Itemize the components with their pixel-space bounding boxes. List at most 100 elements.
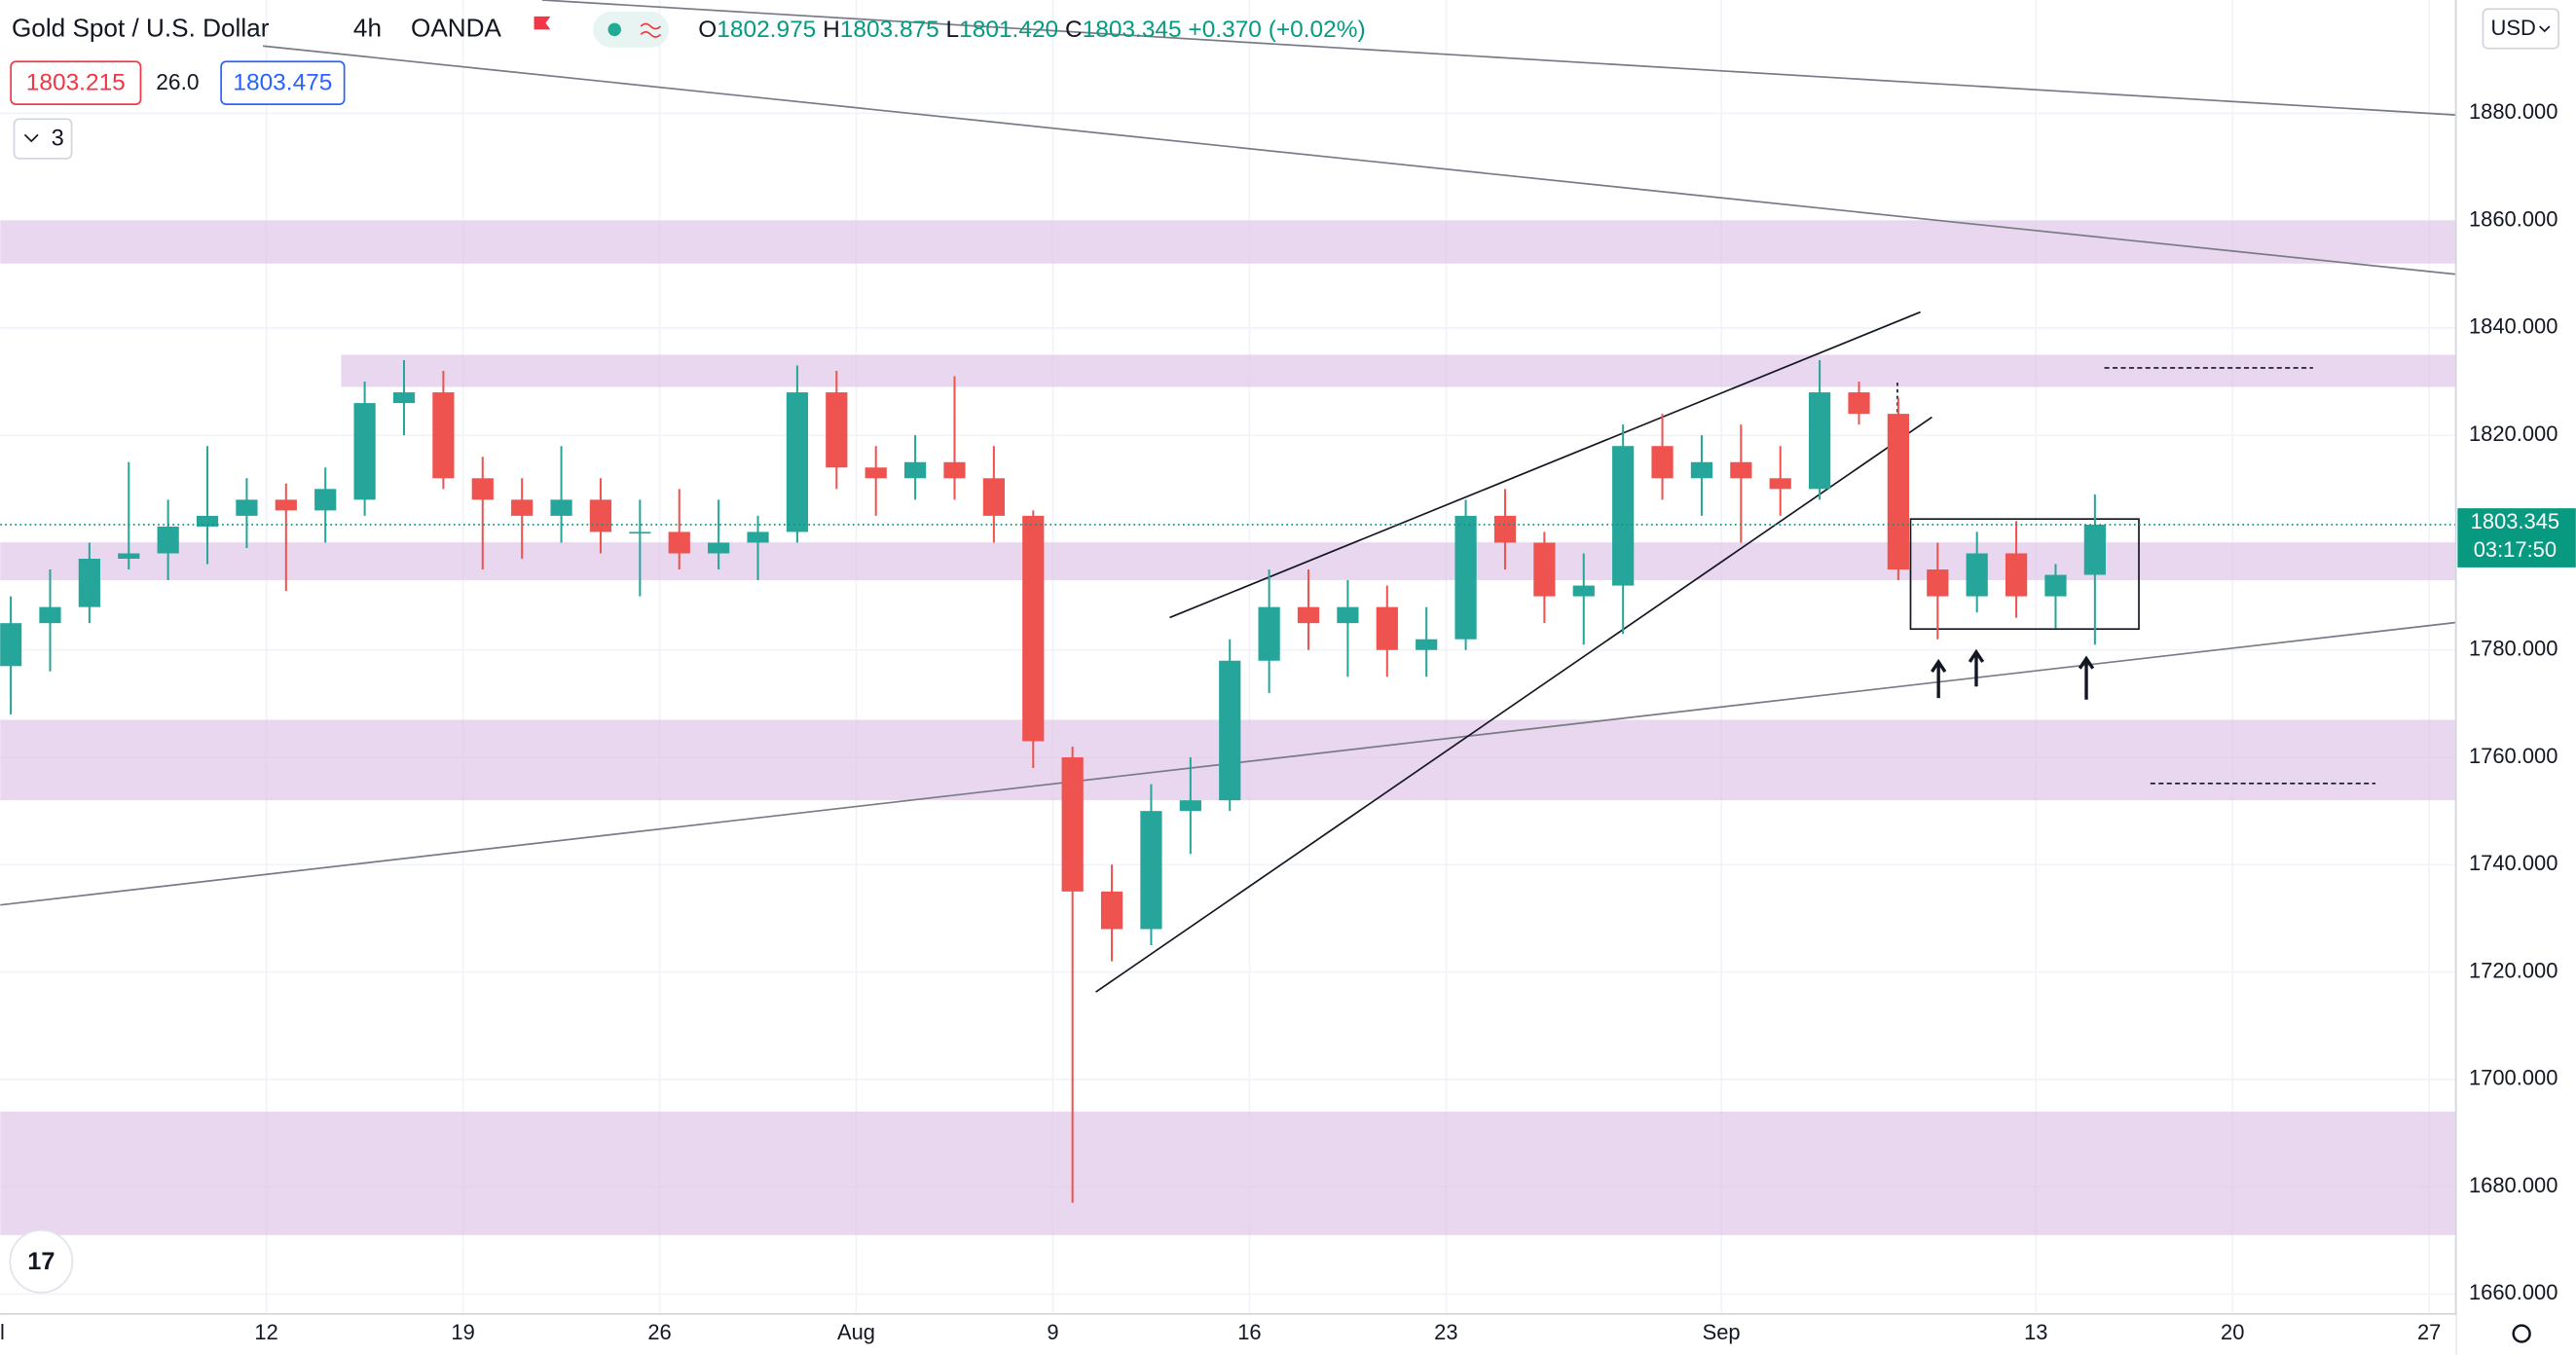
y-tick-label: 1780.000 — [2469, 637, 2558, 661]
candle-body — [1416, 639, 1438, 650]
candle-body — [1258, 606, 1280, 661]
candle-body — [118, 553, 140, 560]
candle-body — [865, 467, 887, 479]
candle-body — [157, 526, 179, 554]
candle-body — [78, 559, 100, 607]
candle-body — [1848, 392, 1870, 415]
sell-price[interactable]: 1803.215 — [26, 70, 126, 96]
flag-icon[interactable] — [534, 16, 551, 30]
x-tick-label: 27 — [2417, 1320, 2441, 1344]
ohlc-legend: O1802.975 H1803.875 L1801.420 C1803.345 … — [698, 18, 1365, 44]
candle-body — [982, 478, 1005, 516]
source: OANDA — [411, 13, 502, 42]
candle-body — [1927, 569, 1949, 597]
symbol-title[interactable]: Gold Spot / U.S. Dollar — [12, 13, 270, 42]
zone — [0, 1111, 2456, 1235]
y-tick-label: 1700.000 — [2469, 1066, 2558, 1090]
status-icon — [640, 22, 662, 38]
logo-mark: 17 — [27, 1248, 55, 1275]
y-tick-label: 1840.000 — [2469, 314, 2558, 339]
x-tick-label: 13 — [2024, 1320, 2047, 1344]
x-tick-label: 19 — [451, 1320, 474, 1344]
candle-body — [471, 478, 494, 500]
candle-body — [1454, 515, 1477, 640]
x-tick-label: 9 — [1047, 1320, 1058, 1344]
settings-icon[interactable] — [2512, 1324, 2531, 1343]
x-tick-label: 26 — [647, 1320, 671, 1344]
candle-body — [2044, 574, 2067, 597]
candle-body — [314, 489, 337, 511]
candle-body — [943, 461, 966, 479]
candle-body — [786, 392, 809, 532]
candle-body — [1809, 392, 1831, 490]
ohlc-key: H — [823, 18, 840, 44]
x-tick-label: 23 — [1434, 1320, 1457, 1344]
candle-body — [1100, 891, 1123, 930]
y-tick-label: 1760.000 — [2469, 744, 2558, 768]
sell-button[interactable] — [10, 60, 142, 105]
candle-body — [550, 499, 572, 516]
y-tick-label: 1740.000 — [2469, 851, 2558, 875]
ohlc-value: 1802.975 — [717, 18, 816, 44]
candle-body — [668, 531, 690, 554]
x-tick-label: 20 — [2221, 1320, 2244, 1344]
candle-body — [1533, 542, 1556, 597]
x-tick-label: Aug — [837, 1320, 875, 1344]
x-tick-label: Jul — [0, 1320, 5, 1344]
arrow-up — [1968, 648, 1985, 687]
candle-body — [432, 392, 455, 479]
y-tick-label: 1820.000 — [2469, 421, 2558, 446]
wedge-line — [1095, 416, 1932, 993]
candle-body — [1337, 606, 1359, 624]
candle-body — [39, 606, 61, 624]
time-axis — [0, 1313, 2456, 1355]
candle-body — [1572, 585, 1595, 597]
ohlc-key: O — [698, 18, 717, 44]
status-dot — [607, 22, 621, 37]
candle-body — [1179, 800, 1201, 812]
buy-button[interactable] — [220, 60, 346, 105]
zone — [341, 354, 2456, 387]
countdown: 03:17:50 — [2474, 537, 2557, 562]
indicators-toggle[interactable] — [13, 118, 73, 160]
candle-body — [708, 542, 730, 554]
candle-body — [392, 392, 416, 404]
candle-body — [1297, 606, 1320, 624]
x-tick-label: Sep — [1703, 1320, 1741, 1344]
last-price-badge — [2457, 508, 2576, 568]
drawings — [0, 0, 2456, 993]
status-pill[interactable] — [593, 11, 669, 48]
candle-body — [589, 499, 612, 532]
trend-line — [541, 0, 2456, 116]
candle-body — [1022, 515, 1045, 742]
candle-body — [1730, 461, 1752, 479]
arrow-up — [2078, 655, 2095, 700]
candle-body — [1769, 478, 1791, 490]
indicators-count[interactable]: 3 — [52, 127, 64, 152]
candle-body — [0, 623, 22, 667]
candle-body — [2005, 553, 2028, 597]
ohlc-value: 1801.420 — [959, 18, 1058, 44]
candle-body — [196, 515, 219, 527]
spread: 26.0 — [156, 69, 199, 94]
currency[interactable]: USD — [2491, 16, 2536, 40]
buy-price[interactable]: 1803.475 — [233, 70, 332, 96]
price-axis — [2455, 0, 2576, 1355]
interval[interactable]: 4h — [353, 13, 382, 42]
ohlc-value: 1803.345 — [1083, 18, 1182, 44]
ohlc-key: C — [1065, 18, 1083, 44]
wedge-line — [1169, 311, 1921, 619]
y-tick-label: 1720.000 — [2469, 958, 2558, 982]
x-tick-label: 12 — [254, 1320, 277, 1344]
candle-body — [511, 499, 534, 516]
candle-body — [1140, 811, 1162, 930]
axes: 1660.000 1680.000 1700.000 1720.000 1740.000… — [0, 99, 2576, 1344]
zone — [0, 220, 2456, 264]
candle-body — [1690, 461, 1713, 479]
arrows — [1931, 648, 2095, 700]
candle-body — [1887, 414, 1910, 570]
logo[interactable] — [9, 1228, 74, 1294]
currency-button[interactable] — [2482, 8, 2559, 50]
y-tick-label: 1660.000 — [2469, 1280, 2558, 1304]
arrow-up — [1931, 658, 1947, 699]
